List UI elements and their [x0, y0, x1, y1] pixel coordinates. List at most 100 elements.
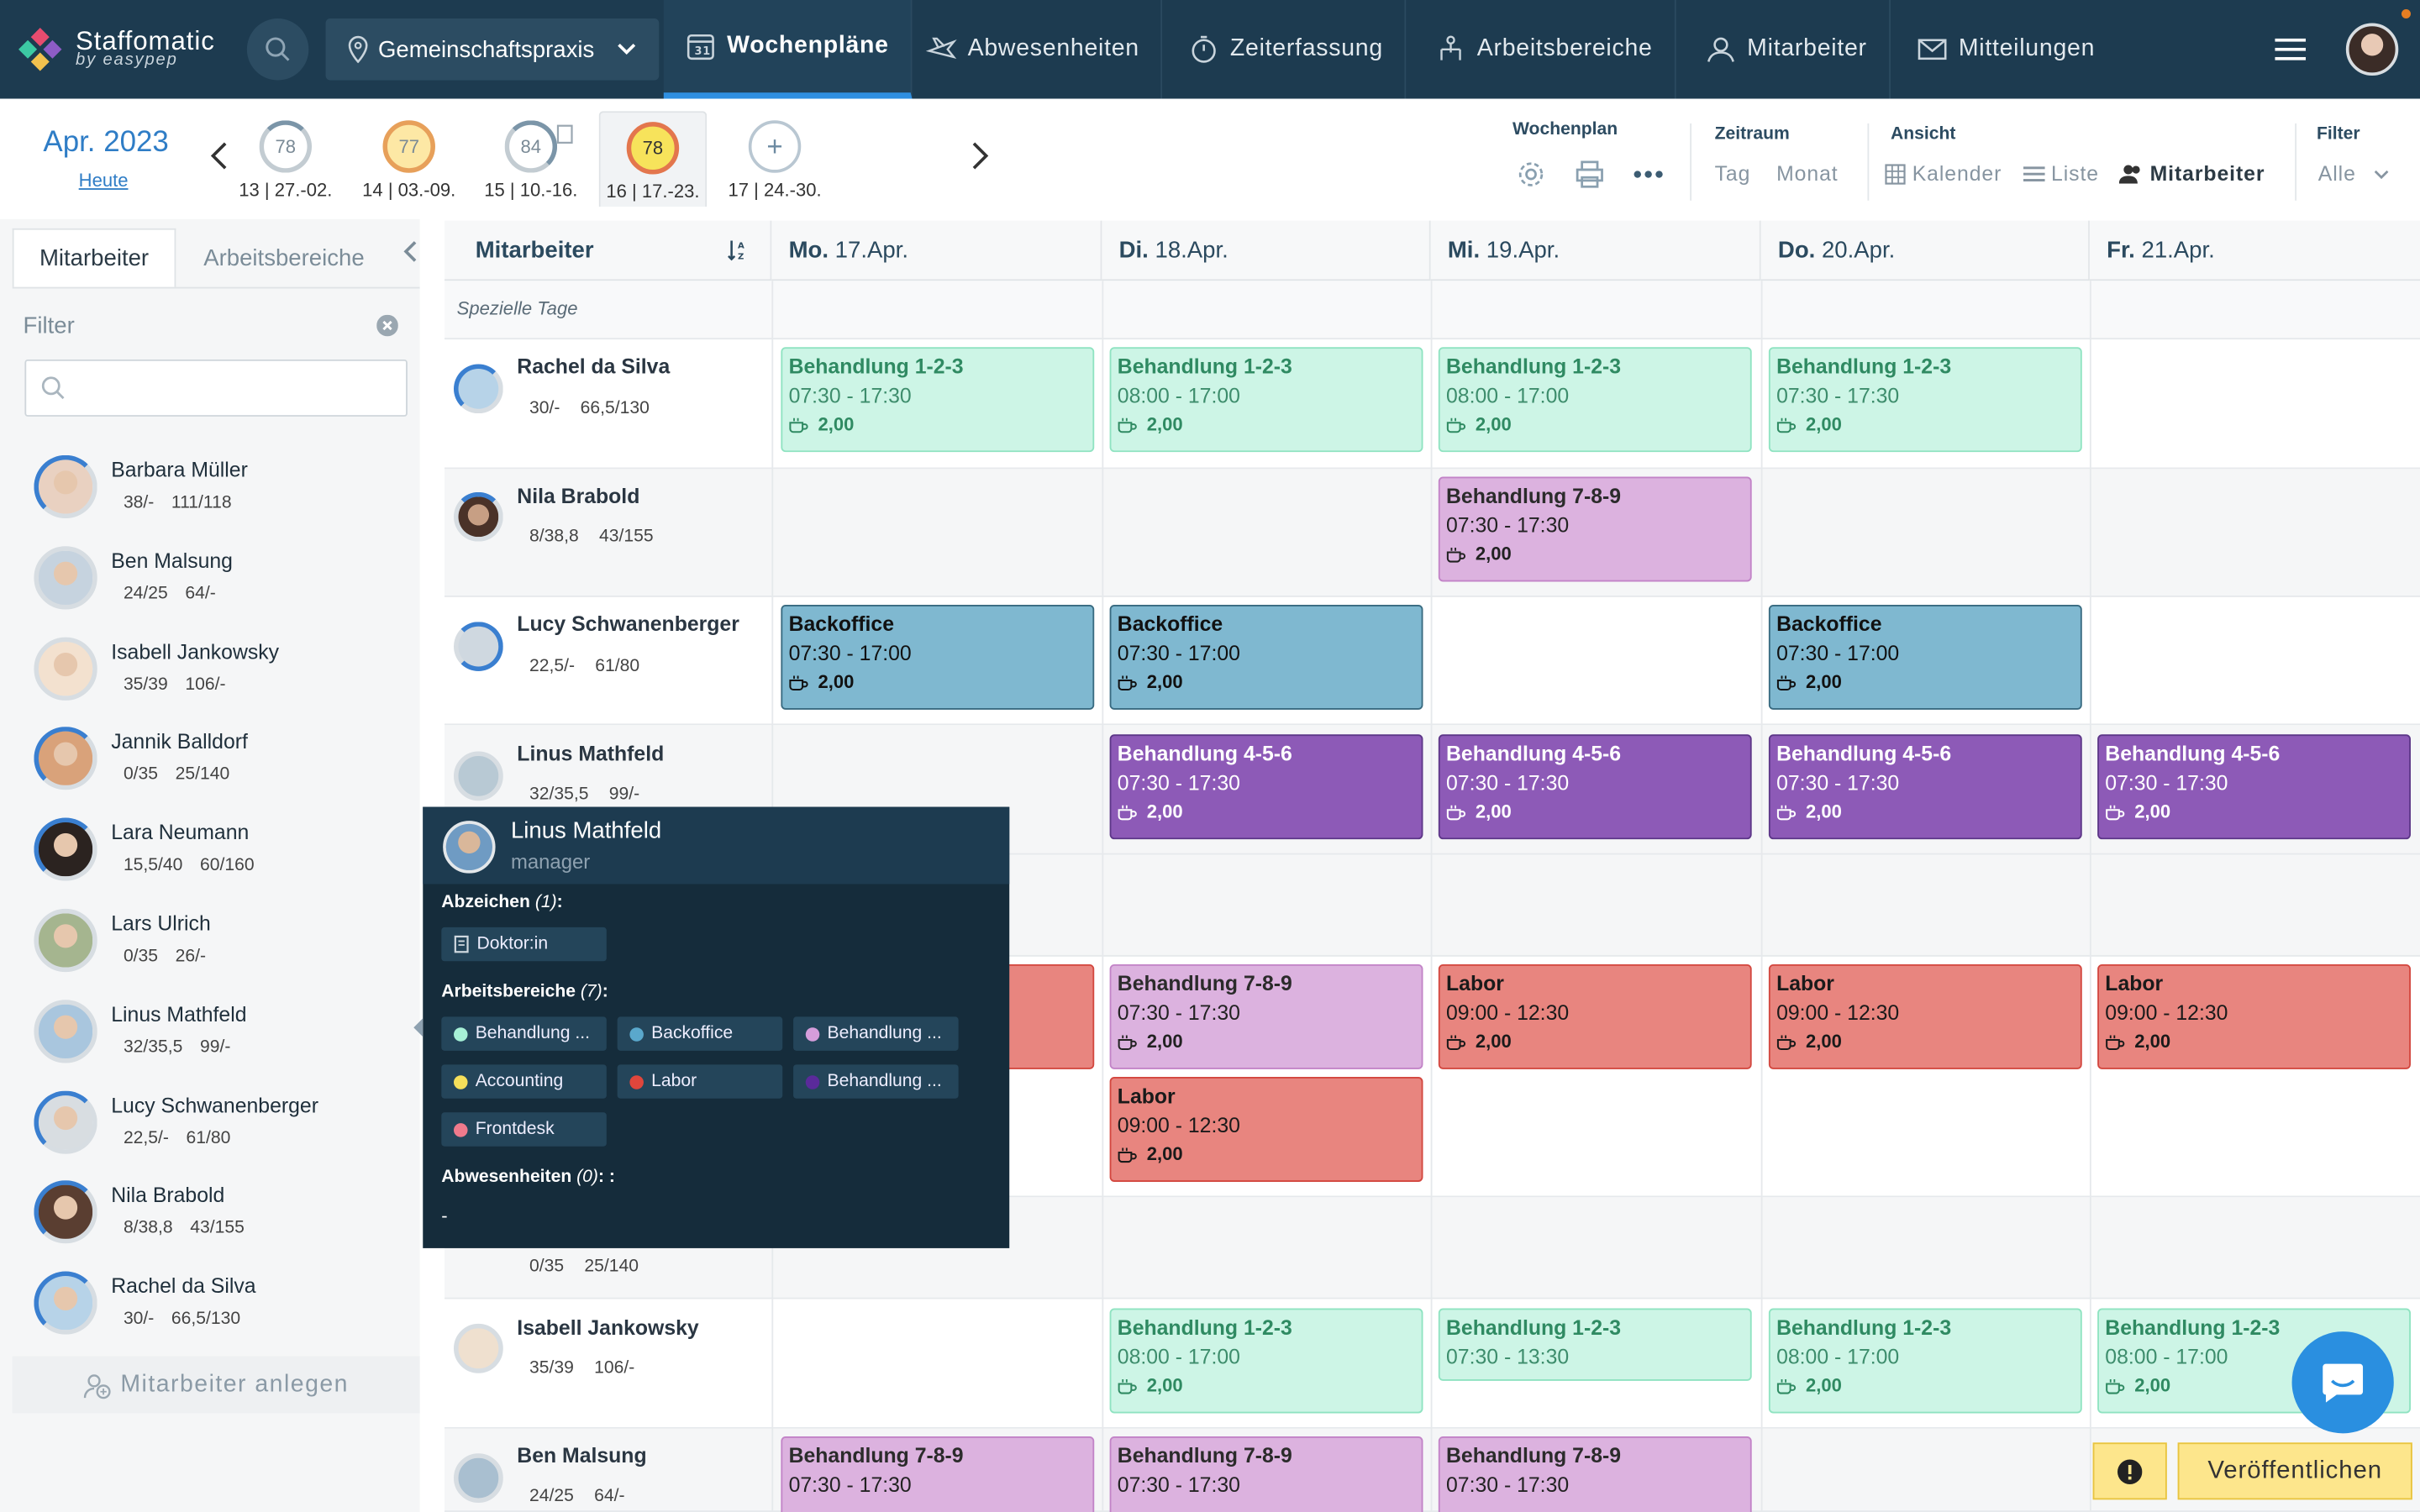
areas-heading: Arbeitsbereiche (7): [441, 983, 608, 1002]
current-month[interactable]: Apr. 2023 [43, 126, 169, 160]
shift-card[interactable]: Labor 09:00 - 12:30 2,00 [2097, 963, 2411, 1069]
chat-support-button[interactable] [2291, 1331, 2394, 1434]
coffee-cup-icon [1446, 804, 1466, 820]
row-employee-name[interactable]: Nila Brabold [517, 484, 640, 508]
shift-card[interactable]: Behandlung 1-2-3 08:00 - 17:00 2,00 [1109, 347, 1423, 453]
today-link[interactable]: Heute [78, 170, 129, 192]
areas-label: Arbeitsbereiche [441, 983, 576, 1002]
day-abbr: Mo. [788, 236, 829, 264]
shift-card[interactable]: Behandlung 1-2-3 08:00 - 17:00 2,00 [1768, 1308, 2082, 1414]
prev-week-icon[interactable] [208, 139, 230, 181]
clear-filter-icon[interactable] [376, 314, 398, 337]
view-day-option[interactable]: Tag [1714, 161, 1751, 186]
shift-card[interactable]: Behandlung 7-8-9 07:30 - 17:30 2,00 [1438, 476, 1752, 582]
nav-abwesenheiten[interactable]: Abwesenheiten [904, 0, 1163, 99]
sidebar-employee-item[interactable]: Jannik Balldorf 0/35 25/140 [0, 718, 420, 809]
employee-month-hours: 60/160 [200, 856, 255, 875]
shift-card[interactable]: Behandlung 1-2-3 08:00 - 17:00 2,00 [1109, 1308, 1423, 1414]
filter-dropdown[interactable]: Alle [2318, 162, 2390, 185]
view-calendar-option[interactable]: Kalender [1885, 162, 2002, 185]
nav-mitarbeiter[interactable]: Mitarbeiter [1684, 0, 1891, 99]
shift-card[interactable]: Labor 09:00 - 12:30 2,00 [1438, 963, 1752, 1069]
envelope-icon [1918, 39, 1947, 60]
employee-month-hours: 61/80 [186, 1128, 231, 1147]
week-item[interactable]: 78 13 | 27.-02. [232, 111, 340, 207]
shift-card[interactable]: Behandlung 4-5-6 07:30 - 17:30 2,00 [1438, 734, 1752, 840]
row-employee-name[interactable]: Linus Mathfeld [517, 742, 665, 766]
location-dropdown[interactable]: Gemeinschaftspraxis [325, 18, 660, 81]
shift-time: 07:30 - 17:30 [1117, 1473, 1240, 1497]
shift-card[interactable]: Behandlung 1-2-3 07:30 - 17:30 2,00 [781, 347, 1095, 453]
sidebar-employee-item[interactable]: Lucy Schwanenberger 22,5/- 61/80 [0, 1081, 420, 1172]
break-hours: 2,00 [1805, 801, 1842, 822]
shift-card[interactable]: Backoffice 07:30 - 17:00 2,00 [1109, 605, 1423, 710]
global-search-button[interactable] [246, 18, 309, 81]
tab-arbeitsbereiche[interactable]: Arbeitsbereiche [203, 244, 365, 271]
sort-icon[interactable]: AZ [727, 239, 749, 261]
publish-button[interactable]: Veröffentlichen [2177, 1442, 2412, 1500]
shift-card[interactable]: Behandlung 1-2-3 07:30 - 17:30 2,00 [1768, 347, 2082, 453]
document-icon [454, 935, 469, 953]
shift-card[interactable]: Behandlung 4-5-6 07:30 - 17:30 2,00 [1768, 734, 2082, 840]
warnings-button[interactable] [2092, 1442, 2167, 1500]
shift-card[interactable]: Backoffice 07:30 - 17:00 2,00 [781, 605, 1095, 710]
shift-card[interactable]: Behandlung 7-8-9 07:30 - 17:30 [1438, 1436, 1752, 1512]
next-week-icon[interactable] [969, 139, 991, 181]
print-icon[interactable] [1574, 159, 1605, 190]
sidebar-employee-item[interactable]: Rachel da Silva 30/- 66,5/130 [0, 1263, 420, 1353]
week-item[interactable]: 77 14 | 03.-09. [355, 111, 463, 207]
nav-mitteilungen[interactable]: Mitteilungen [1896, 0, 2117, 99]
sidebar-employee-item[interactable]: Nila Brabold 8/38,8 43/155 [0, 1172, 420, 1263]
week-item[interactable]: + 17 | 24.-30. [721, 111, 829, 207]
row-employee-name[interactable]: Lucy Schwanenberger [517, 612, 739, 636]
divider [2295, 123, 2297, 201]
row-employee-stats: 8/38,8 43/155 [529, 528, 654, 546]
shift-card[interactable]: Labor 09:00 - 12:30 2,00 [1109, 1077, 1423, 1182]
day-date: 20.Apr. [1821, 236, 1896, 264]
sidebar-employee-item[interactable]: Isabell Jankowsky 35/39 106/- [0, 627, 420, 718]
row-employee-name[interactable]: Rachel da Silva [517, 354, 671, 379]
shift-card[interactable]: Behandlung 1-2-3 08:00 - 17:00 2,00 [1438, 347, 1752, 453]
shift-title: Behandlung 7-8-9 [788, 1444, 964, 1467]
avatar [454, 1453, 503, 1503]
sidebar-employee-item[interactable]: Lars Ulrich 0/35 26/- [0, 900, 420, 990]
employee-month-hours: 25/140 [175, 765, 230, 785]
staffomatic-logo-icon[interactable] [15, 24, 65, 74]
shift-card[interactable]: Behandlung 1-2-3 07:30 - 13:30 [1438, 1308, 1752, 1381]
tab-mitarbeiter[interactable]: Mitarbeiter [12, 228, 176, 287]
shift-card[interactable]: Behandlung 7-8-9 07:30 - 17:30 [781, 1436, 1095, 1512]
week-item[interactable]: 84 15 | 10.-16. [477, 111, 586, 207]
view-list-option[interactable]: Liste [2023, 162, 2099, 185]
shift-card[interactable]: Labor 09:00 - 12:30 2,00 [1768, 963, 2082, 1069]
nav-wochenplaene[interactable]: 31 Wochenpläne [663, 0, 913, 99]
sidebar-employee-item[interactable]: Linus Mathfeld 32/35,5 99/- [0, 990, 420, 1081]
shift-card[interactable]: Behandlung 4-5-6 07:30 - 17:30 2,00 [1109, 734, 1423, 840]
shift-card[interactable]: Behandlung 4-5-6 07:30 - 17:30 2,00 [2097, 734, 2411, 840]
break-hours: 2,00 [818, 413, 855, 435]
more-options-icon[interactable] [1633, 168, 1664, 181]
sidebar-employee-item[interactable]: Ben Malsung 24/25 64/- [0, 537, 420, 627]
sidebar-employee-item[interactable]: Lara Neumann 15,5/40 60/160 [0, 809, 420, 900]
shift-card[interactable]: Behandlung 7-8-9 07:30 - 17:30 [1109, 1436, 1423, 1512]
add-employee-button[interactable]: Mitarbeiter anlegen [12, 1356, 420, 1414]
sidebar-employee-item[interactable]: Barbara Müller 38/- 111/118 [0, 446, 420, 537]
nav-zeiterfassung[interactable]: Zeiterfassung [1167, 0, 1407, 99]
employee-month-hours: 43/155 [190, 1219, 245, 1238]
shift-card[interactable]: Behandlung 7-8-9 07:30 - 17:30 2,00 [1109, 963, 1423, 1069]
view-employee-option[interactable]: Mitarbeiter [2118, 162, 2265, 185]
nav-arbeitsbereiche[interactable]: Arbeitsbereiche [1413, 0, 1676, 99]
gear-icon[interactable] [1516, 159, 1547, 190]
hamburger-menu-icon[interactable] [2275, 37, 2307, 61]
collapse-sidebar-icon[interactable] [402, 239, 420, 264]
row-employee-name[interactable]: Ben Malsung [517, 1444, 647, 1467]
view-month-option[interactable]: Monat [1776, 161, 1839, 186]
shift-card[interactable]: Backoffice 07:30 - 17:00 2,00 [1768, 605, 2082, 710]
row-employee-name[interactable]: Isabell Jankowsky [517, 1315, 699, 1340]
shift-time: 07:30 - 17:30 [1446, 513, 1570, 538]
area-chip: Labor [617, 1064, 783, 1099]
user-icon [1707, 37, 1734, 62]
user-avatar[interactable] [2345, 23, 2399, 76]
employee-search-input[interactable] [24, 359, 408, 417]
week-item-current[interactable]: 78 16 | 17.-23. [598, 111, 708, 207]
